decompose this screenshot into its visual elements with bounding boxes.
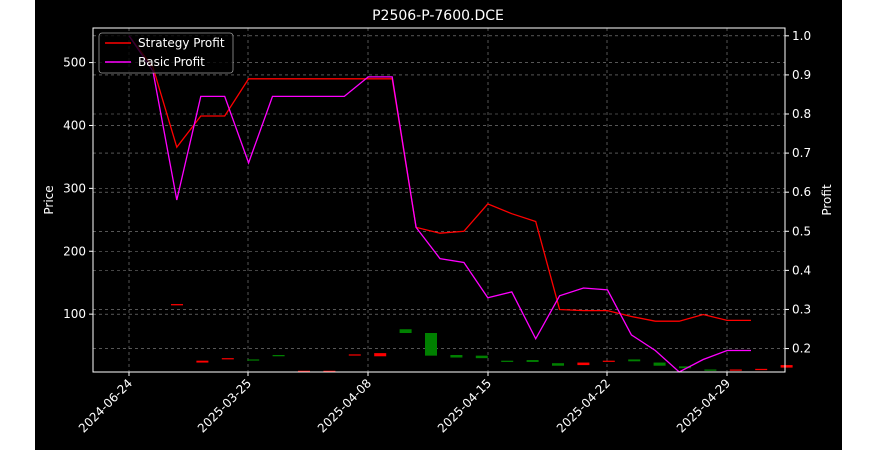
candle-12 [475,355,488,359]
chart-figure: P2506-P-7600.DCE 100 200 300 400 500 0.2 0.3 0… [35,0,842,450]
candle-16 [577,362,590,366]
grid-lines [93,28,785,372]
x-tick-label-2025-04-08: 2025-04-08 [315,376,374,435]
left-tick-label-400: 400 [63,118,86,132]
series-line-basic-profit [128,35,751,373]
right-tick-label-0.8: 0.8 [792,107,811,121]
right-tick-label-1: 1.0 [792,29,811,43]
legend-label-basic-profit: Basic Profit [138,55,205,69]
candle-2 [221,358,234,360]
candle-22 [729,369,742,371]
right-tick-label-0.9: 0.9 [792,68,811,82]
legend-label-strategy-profit: Strategy Profit [138,36,225,50]
right-tick-label-0.6: 0.6 [792,185,811,199]
candle-5 [298,370,310,372]
candle-15 [552,363,564,366]
candle-8 [374,353,387,357]
legend: Strategy Profit Basic Profit [98,32,234,74]
right-tick-label-0.7: 0.7 [792,146,811,160]
legend-box [98,32,234,74]
candlesticks [171,304,793,372]
x-tick-label-2025-04-15: 2025-04-15 [435,376,494,435]
left-axis-label: Price [42,185,56,214]
right-tick-label-0.4: 0.4 [792,263,811,277]
x-tick-label-2025-04-22: 2025-04-22 [554,376,613,435]
left-tick-label-300: 300 [63,181,86,195]
x-tick-label-2025-03-25: 2025-03-25 [195,376,254,435]
right-tick-label-0.5: 0.5 [792,224,811,238]
x-axis-ticks: 2024-06-24 2025-03-25 2025-04-08 2025-04-15… [76,372,733,435]
candle-19 [653,362,666,366]
candle-13 [501,360,514,362]
profit-lines [128,35,751,373]
candle-9 [399,329,412,334]
candle-6 [323,370,336,372]
candle-17 [602,360,615,362]
x-tick-label-2025-04-29: 2025-04-29 [674,376,733,435]
candle-18 [628,359,641,362]
chart-title: P2506-P-7600.DCE [372,8,504,24]
left-tick-label-200: 200 [63,244,86,258]
candle-11 [450,355,463,358]
plot-frame [92,27,786,373]
candle-20 [679,366,691,369]
series-line-strategy-profit [128,35,751,322]
candle-14 [526,360,539,362]
candle-10 [425,333,437,356]
candle-0 [171,304,183,306]
candle-23 [755,368,768,371]
left-tick-label-100: 100 [63,307,86,321]
right-axis-label: Profit [820,184,834,216]
x-tick-label-2024-06-24: 2024-06-24 [76,376,135,435]
left-tick-label-500: 500 [63,56,86,70]
right-tick-label-0.2: 0.2 [792,342,811,356]
left-axis-ticks: 100 200 300 400 500 [63,56,93,321]
candle-4 [272,355,285,357]
candle-1 [196,360,209,363]
candle-7 [348,354,361,356]
candle-24 [780,365,793,368]
candle-21 [704,369,717,371]
candle-3 [247,359,260,361]
right-tick-label-0.3: 0.3 [792,302,811,316]
right-axis-ticks: 0.2 0.3 0.4 0.5 0.6 0.7 0.8 0.9 1.0 [785,29,811,356]
